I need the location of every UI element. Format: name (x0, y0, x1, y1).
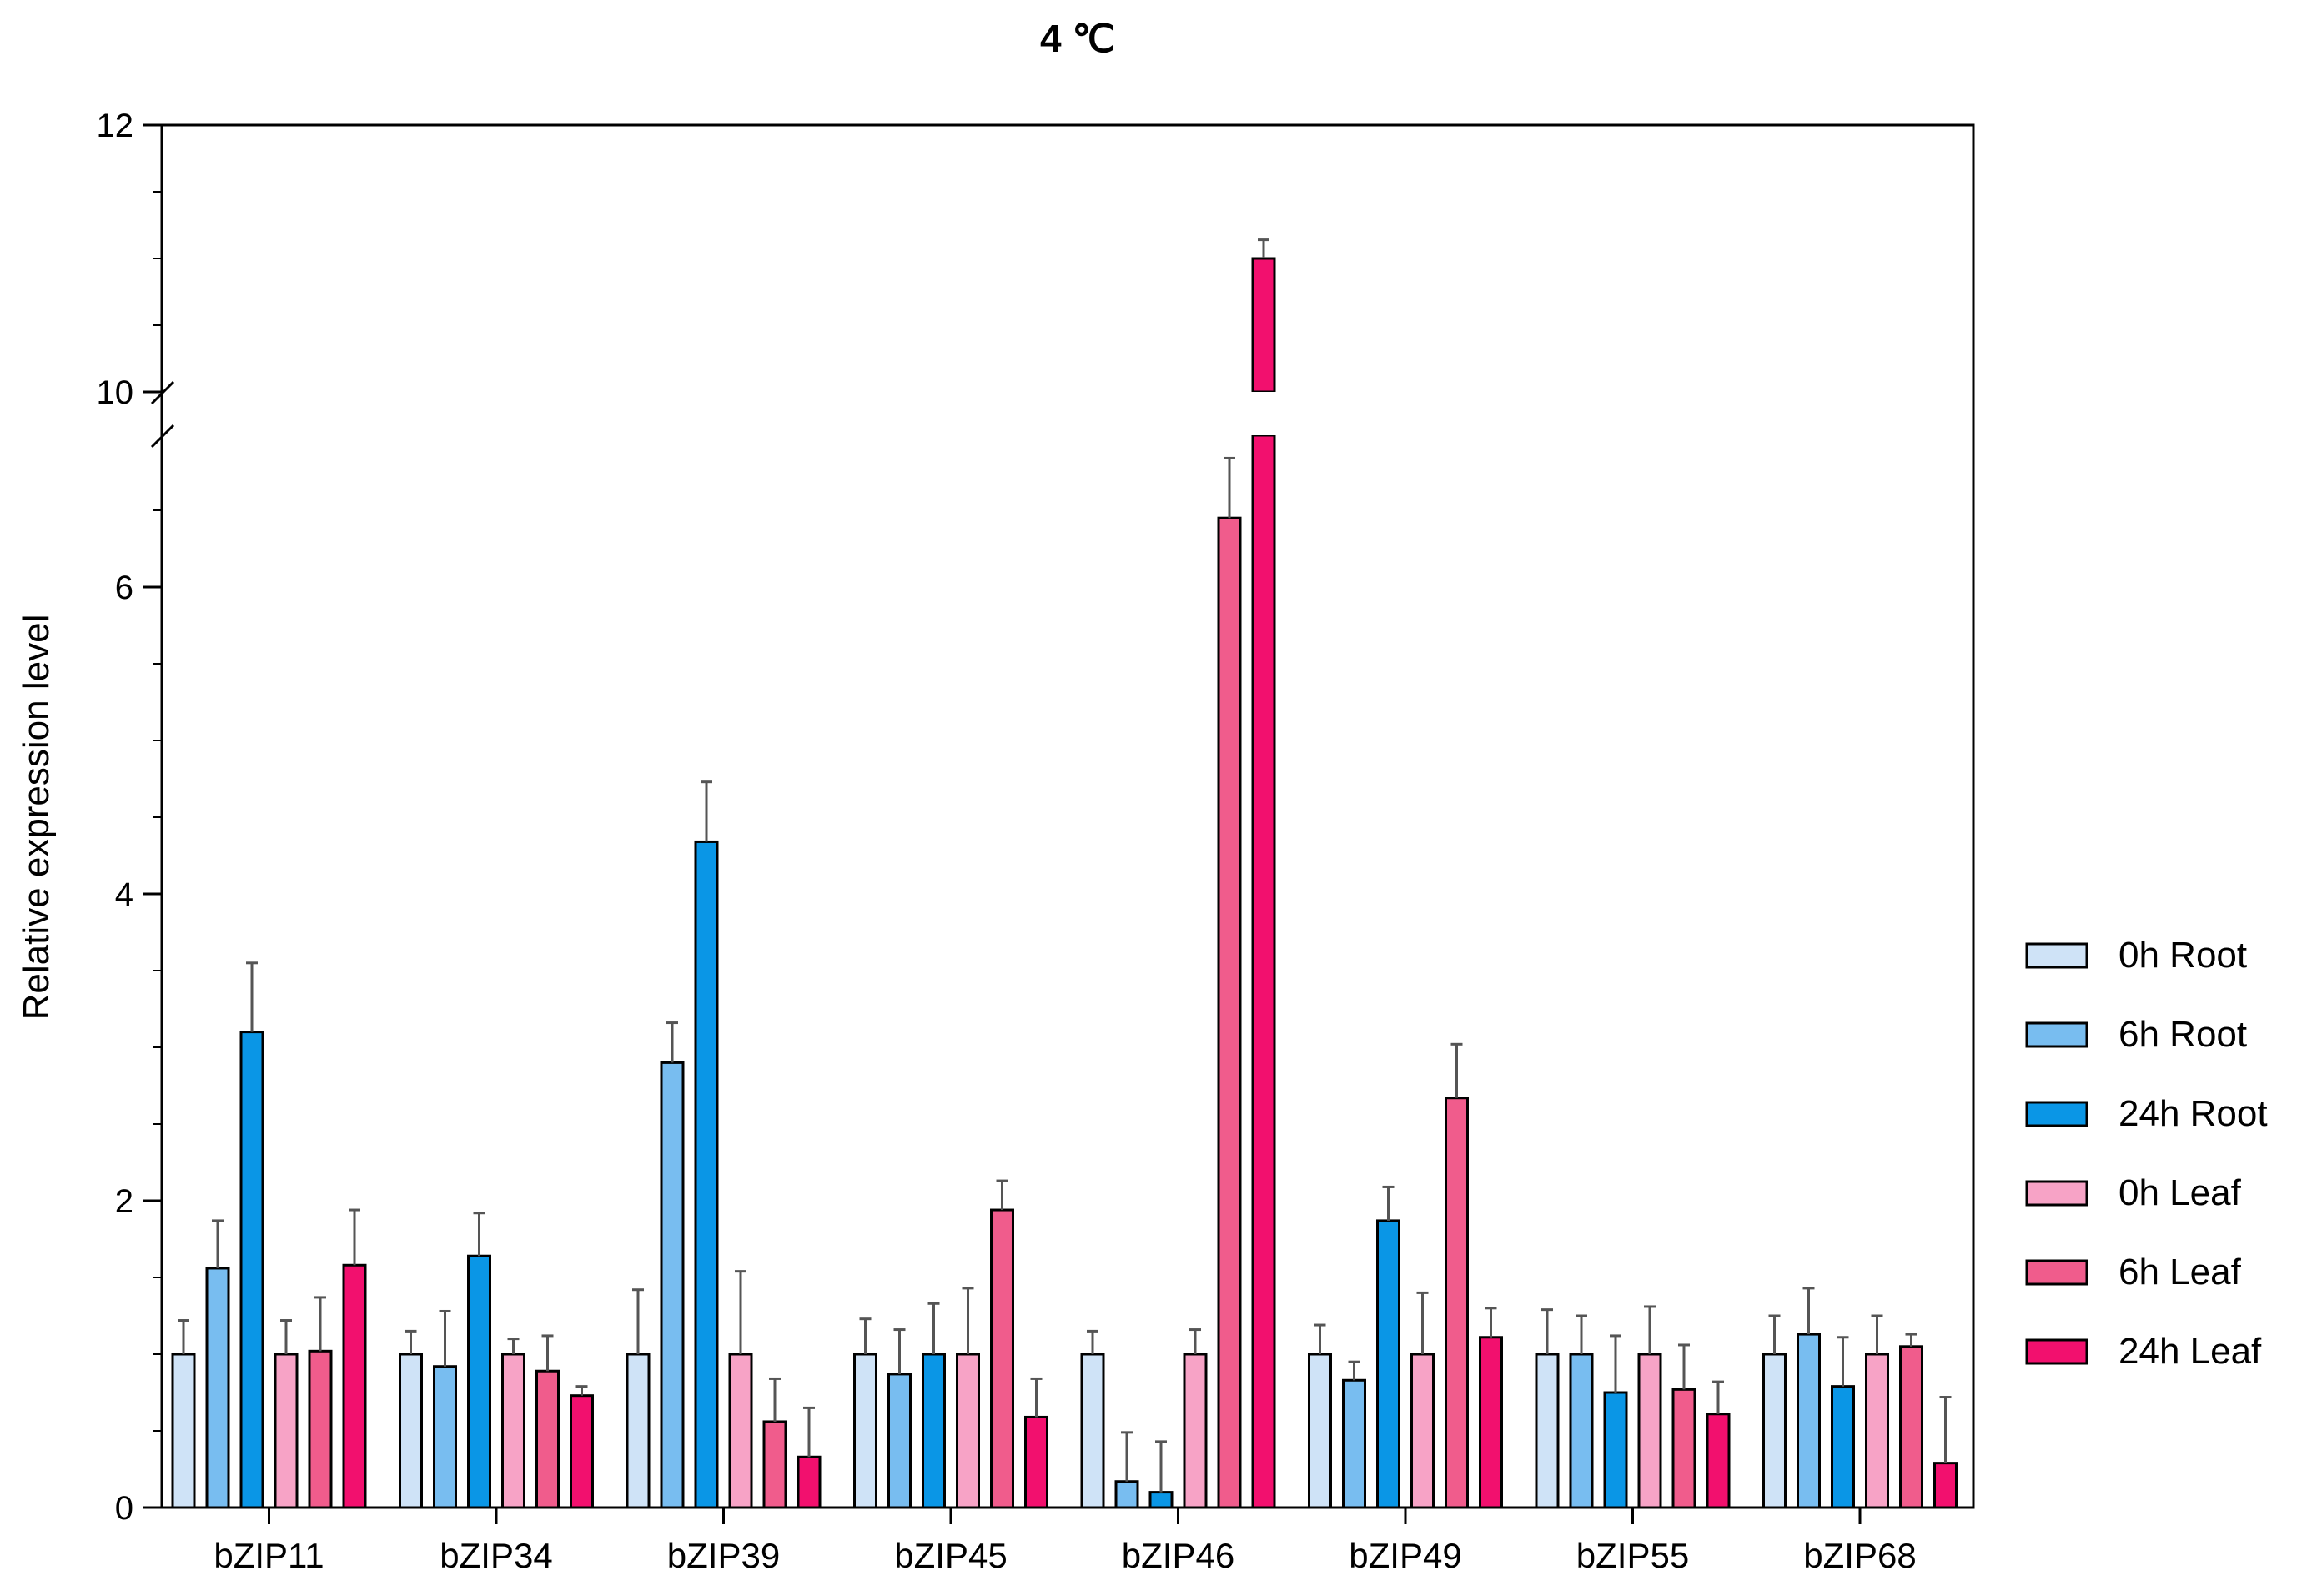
bar-bZIP49-0h-leaf (1410, 1353, 1435, 1509)
bar-bZIP34-6h-leaf (535, 1369, 560, 1509)
bar-bZIP49-24h-leaf (1479, 1336, 1503, 1509)
legend-label: 0h Leaf (2119, 1172, 2242, 1213)
error-bars-layer (178, 238, 1952, 1493)
y-axis-title: Relative expression level (16, 615, 57, 1021)
legend-label: 0h Root (2119, 935, 2247, 976)
bar-bZIP45-24h-leaf (1024, 1415, 1048, 1509)
bar-bZIP46-24h-leaf (1251, 434, 1276, 1509)
bar-bZIP49-6h-leaf (1445, 1097, 1469, 1509)
bars-layer (171, 257, 1958, 1509)
bar-bZIP11-0h-root (171, 1353, 196, 1509)
bar-bZIP49-6h-root (1342, 1378, 1366, 1509)
bar-bZIP68-0h-root (1762, 1353, 1787, 1509)
bar-bZIP34-0h-leaf (501, 1353, 525, 1509)
bar-bZIP34-24h-root (467, 1254, 491, 1509)
y-tick-label: 10 (97, 374, 134, 411)
bar-bZIP39-24h-root (694, 840, 719, 1509)
y-tick-label: 12 (97, 108, 134, 144)
bar-bZIP49-24h-root (1376, 1219, 1400, 1509)
bar-bZIP34-6h-root (433, 1365, 457, 1509)
bar-bZIP39-6h-root (660, 1061, 685, 1509)
y-tick-label: 6 (115, 570, 133, 606)
bar-bZIP34-0h-root (399, 1353, 423, 1509)
x-category-label: bZIP68 (1803, 1536, 1916, 1575)
bar-bZIP45-0h-leaf (956, 1353, 980, 1509)
bar-bZIP68-24h-leaf (1933, 1462, 1958, 1509)
y-tick-label: 2 (115, 1183, 133, 1220)
bar-bZIP46-6h-leaf (1217, 516, 1242, 1509)
bar-bZIP39-0h-leaf (728, 1353, 753, 1509)
legend-swatch (2025, 1259, 2088, 1286)
bar-bZIP55-24h-root (1603, 1391, 1628, 1509)
bar-bZIP11-24h-root (239, 1031, 264, 1509)
bar-bZIP55-0h-leaf (1637, 1353, 1662, 1509)
legend-swatch (2025, 1101, 2088, 1127)
bar-bZIP55-6h-root (1569, 1353, 1594, 1509)
legend-label: 6h Root (2119, 1014, 2247, 1055)
bar-bZIP45-6h-leaf (990, 1208, 1014, 1509)
x-category-label: bZIP55 (1576, 1536, 1689, 1575)
bar-bZIP55-6h-leaf (1671, 1388, 1696, 1509)
bar-bZIP45-24h-root (922, 1353, 946, 1509)
x-category-label: bZIP39 (667, 1536, 780, 1575)
bar-bZIP46-0h-root (1080, 1353, 1105, 1509)
bar-bZIP39-6h-leaf (762, 1420, 787, 1509)
bar-bZIP11-6h-root (205, 1267, 230, 1509)
bar-bZIP46-6h-root (1114, 1480, 1139, 1509)
bar-bZIP11-0h-leaf (274, 1353, 299, 1509)
legend: 0h Root 6h Root 24h Root 0h Leaf 6h Leaf 24h … (2025, 935, 2268, 1372)
legend-label: 24h Root (2119, 1093, 2268, 1134)
legend-swatch (2025, 1021, 2088, 1048)
legend-swatch (2025, 1180, 2088, 1207)
bar-break-gap (1250, 392, 1277, 435)
bar-bZIP39-0h-root (626, 1353, 651, 1509)
bar-bZIP45-0h-root (853, 1353, 877, 1509)
bar-bZIP68-24h-root (1831, 1385, 1855, 1509)
axis-break-mark (150, 380, 175, 405)
bar-bZIP34-24h-leaf (570, 1394, 594, 1509)
y-axis: 0 2 4 6 10 12 (97, 108, 175, 1527)
bar-bZIP68-6h-leaf (1899, 1345, 1923, 1509)
x-category-label: bZIP45 (894, 1536, 1007, 1575)
legend-label: 24h Leaf (2119, 1331, 2262, 1372)
legend-swatch (2025, 942, 2088, 969)
bar-bZIP39-24h-leaf (797, 1455, 822, 1509)
legend-swatch (2025, 1338, 2088, 1365)
bar-bZIP46-0h-leaf (1183, 1353, 1208, 1509)
legend-label: 6h Leaf (2119, 1252, 2242, 1292)
x-category-label: bZIP34 (440, 1536, 552, 1575)
chart-title: 4 ℃ (1040, 17, 1115, 60)
x-category-label: bZIP46 (1122, 1536, 1234, 1575)
bar-bZIP46-24h-leaf-upper (1251, 257, 1276, 394)
x-axis: bZIP11 bZIP34 bZIP39 bZIP45 bZIP46 bZIP49 bZIP… (162, 1506, 1973, 1575)
x-category-label: bZIP11 (214, 1536, 324, 1575)
bar-bZIP11-24h-leaf (342, 1263, 367, 1509)
bar-bZIP68-0h-leaf (1865, 1353, 1889, 1509)
bar-bZIP55-0h-root (1535, 1353, 1560, 1509)
axis-break-mark (150, 424, 175, 449)
bar-bZIP46-24h-root (1148, 1491, 1174, 1509)
y-tick-label: 4 (115, 876, 133, 913)
bar-bZIP68-6h-root (1797, 1333, 1821, 1509)
bar-bZIP11-6h-leaf (308, 1349, 333, 1509)
plot-frame (160, 123, 1975, 1509)
y-tick-label: 0 (115, 1490, 133, 1527)
x-category-label: bZIP49 (1349, 1536, 1461, 1575)
bar-bZIP49-0h-root (1308, 1353, 1332, 1509)
bar-bZIP45-6h-root (887, 1373, 912, 1509)
bar-bZIP55-24h-leaf (1706, 1413, 1731, 1509)
